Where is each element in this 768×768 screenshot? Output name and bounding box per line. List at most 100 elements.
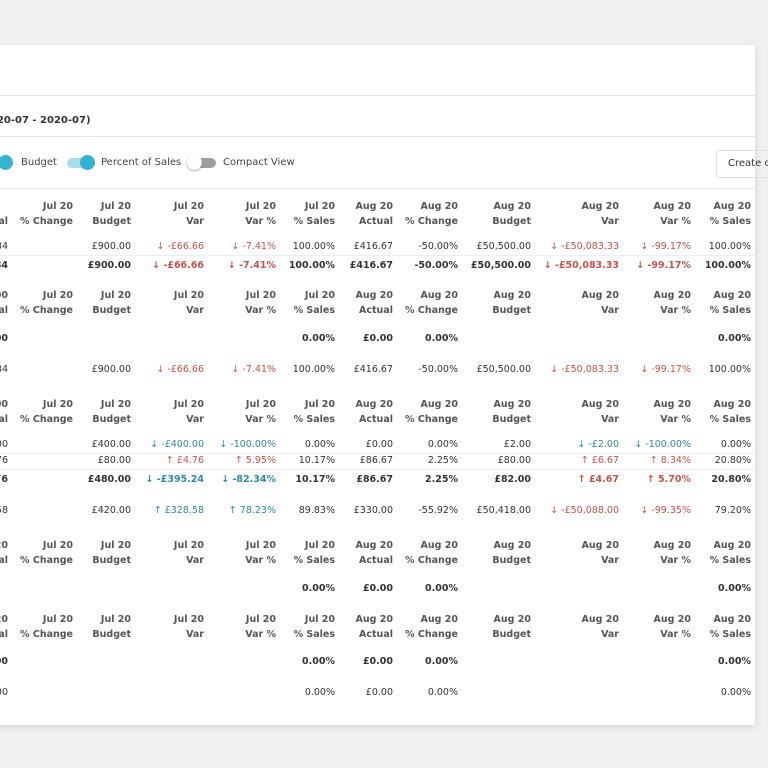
table-cell: Jul 20 <box>42 614 73 625</box>
table-cell: Aug 20 <box>355 399 393 410</box>
table-cell: 00 <box>0 439 8 450</box>
table-cell: 100.00% <box>704 260 751 271</box>
toggle-knob[interactable] <box>80 155 95 170</box>
table-cell: Aug 20 <box>493 290 531 301</box>
table-cell: £50,500.00 <box>476 241 531 252</box>
toggle-track[interactable] <box>188 158 216 168</box>
table-cell: Budget <box>92 216 131 227</box>
table-cell: ↑ 78.23% <box>228 505 276 516</box>
table-cell: Jul 20 <box>245 399 276 410</box>
table-cell: Jul 20 <box>100 614 131 625</box>
table-cell: Var % <box>660 216 691 227</box>
row-divider <box>0 255 755 256</box>
table-cell: ↓ -82.34% <box>221 474 276 485</box>
table-cell: £400.00 <box>91 439 131 450</box>
table-cell: 0.00% <box>425 583 458 594</box>
table-cell: % Change <box>405 305 458 316</box>
toggle-knob[interactable] <box>0 155 13 170</box>
table-cell: % Change <box>20 629 73 640</box>
table-cell: 89.83% <box>298 505 335 516</box>
table-cell: ↓ -£2.00 <box>577 439 619 450</box>
table-cell: % Change <box>405 414 458 425</box>
table-cell: ↑ £4.67 <box>577 474 619 485</box>
table-cell: Var % <box>660 305 691 316</box>
table-cell: 00 <box>0 687 8 698</box>
table-cell: Aug 20 <box>355 540 393 551</box>
table-cell: % Sales <box>293 555 335 566</box>
table-cell: % Sales <box>293 629 335 640</box>
table-cell: ↓ -7.41% <box>231 241 276 252</box>
table-cell: 0.00% <box>718 656 751 667</box>
table-cell: Aug 20 <box>493 540 531 551</box>
table-cell: ↓ -£50,083.33 <box>543 260 619 271</box>
table-cell: Aug 20 <box>355 614 393 625</box>
table-cell: £80.00 <box>97 455 131 466</box>
toggle-label: Percent of Sales <box>101 157 182 168</box>
table-cell: Aug 20 <box>420 540 458 551</box>
table-cell: % Change <box>20 305 73 316</box>
table-cell: Var <box>601 305 619 316</box>
toggle-label: Compact View <box>223 157 295 168</box>
table-cell: £0.00 <box>362 656 393 667</box>
table-cell: Aug 20 <box>653 201 691 212</box>
table-cell: Aug 20 <box>653 290 691 301</box>
table-cell: Budget <box>492 629 531 640</box>
table-cell: Jul 20 <box>100 540 131 551</box>
report-title: 020-07 - 2020-07) <box>0 115 91 126</box>
divider <box>0 95 755 96</box>
table-cell: Aug 20 <box>355 290 393 301</box>
table-cell: 0.00% <box>427 439 458 450</box>
table-cell: Var % <box>245 629 276 640</box>
table-cell: al <box>0 216 8 227</box>
table-cell: al <box>0 305 8 316</box>
table-cell: Aug 20 <box>581 399 619 410</box>
table-cell: 2.25% <box>425 474 458 485</box>
table-cell: al <box>0 629 8 640</box>
table-cell: Jul 20 <box>245 540 276 551</box>
table-cell: 100.00% <box>292 364 335 375</box>
table-cell: Var <box>186 216 204 227</box>
table-cell: Aug 20 <box>653 614 691 625</box>
table-cell: Jul 20 <box>100 290 131 301</box>
table-cell: Jul 20 <box>42 201 73 212</box>
table-cell: 2.25% <box>427 455 458 466</box>
table-cell: Aug 20 <box>581 540 619 551</box>
table-cell: £86.67 <box>359 455 393 466</box>
table-cell: % Change <box>20 555 73 566</box>
table-cell: 0.00% <box>425 333 458 344</box>
table-cell: £0.00 <box>365 687 393 698</box>
table-cell: Jul 20 <box>173 290 204 301</box>
table-cell: Aug 20 <box>493 399 531 410</box>
table-cell: £0.00 <box>362 583 393 594</box>
table-cell: 00 <box>0 290 8 301</box>
table-cell: 00 <box>0 333 8 344</box>
table-cell: 0.00% <box>302 583 335 594</box>
table-cell: Jul 20 <box>304 290 335 301</box>
table-cell: % Change <box>405 629 458 640</box>
table-cell: Aug 20 <box>581 201 619 212</box>
table-cell: ↓ -100.00% <box>634 439 691 450</box>
row-divider <box>0 469 755 470</box>
toggle-knob[interactable] <box>187 155 202 170</box>
create-button[interactable]: Create c <box>716 150 768 178</box>
table-cell: % Sales <box>709 305 751 316</box>
table-cell: £416.67 <box>353 364 393 375</box>
table-cell: ↓ -£66.66 <box>156 364 204 375</box>
table-cell: Jul 20 <box>173 399 204 410</box>
table-cell: Jul 20 <box>173 540 204 551</box>
table-cell: £900.00 <box>91 241 131 252</box>
table-cell: ↓ -7.41% <box>227 260 276 271</box>
table-cell: % Change <box>20 216 73 227</box>
table-cell: -50.00% <box>414 260 458 271</box>
table-cell: Jul 20 <box>245 201 276 212</box>
table-cell: £2.00 <box>503 439 531 450</box>
table-cell: Var <box>186 414 204 425</box>
table-cell: £330.00 <box>353 505 393 516</box>
table-cell: % Change <box>405 216 458 227</box>
table-cell: ↓ -£66.66 <box>152 260 204 271</box>
table-cell: -50.00% <box>418 241 458 252</box>
table-cell: Jul 20 <box>304 399 335 410</box>
table-cell: Aug 20 <box>713 614 751 625</box>
table-cell: % Change <box>405 555 458 566</box>
